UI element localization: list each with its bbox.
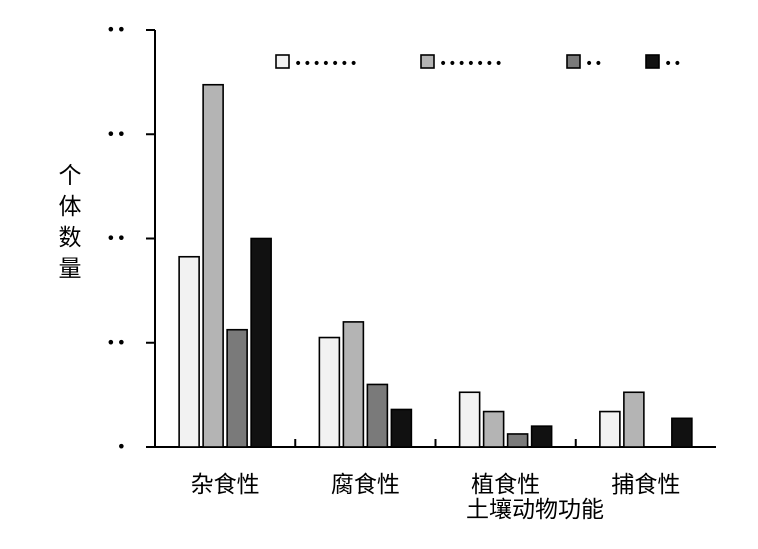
legend-swatch xyxy=(275,54,290,69)
x-tick-label: 腐食性 xyxy=(331,472,400,498)
bar xyxy=(482,410,505,448)
y-axis-label-char: 个 xyxy=(59,163,82,189)
ticks: •••••••••杂食性 腐食性 植食性 捕食性 xyxy=(106,20,680,498)
legend-swatch xyxy=(420,54,435,69)
bar xyxy=(250,237,272,448)
x-tick-label: 捕食性 xyxy=(611,472,680,498)
bar xyxy=(506,433,529,448)
legend-swatch xyxy=(566,54,581,69)
legend: ••••••• ••••••• •• •• xyxy=(275,54,683,72)
y-axis-label-char: 数 xyxy=(59,225,82,251)
bar xyxy=(202,83,224,448)
y-axis-label: 个体数量 xyxy=(59,163,82,282)
y-axis-label-char: 体 xyxy=(59,194,82,220)
bar xyxy=(318,336,341,448)
bar xyxy=(366,383,389,448)
legend-label: ••••••• xyxy=(294,56,359,72)
y-tick-label: •• xyxy=(106,333,127,352)
y-tick-label: • xyxy=(117,437,127,456)
bar xyxy=(458,391,481,448)
y-tick-label: •• xyxy=(106,124,127,143)
legend-label: ••••••• xyxy=(439,56,504,72)
y-axis-label-char: 量 xyxy=(59,256,82,282)
bar xyxy=(390,408,413,448)
bar xyxy=(342,321,365,448)
y-tick-label: •• xyxy=(106,229,127,248)
legend-label: •• xyxy=(664,56,683,72)
bar xyxy=(226,328,248,448)
bar xyxy=(671,417,693,448)
bar xyxy=(530,425,553,448)
y-tick-label: •• xyxy=(106,20,127,39)
x-tick-label: 杂食性 xyxy=(191,472,260,498)
legend-label: •• xyxy=(585,56,604,72)
x-tick-label: 植食性 xyxy=(471,472,540,498)
bar xyxy=(178,255,200,448)
legend-swatch xyxy=(645,54,660,69)
bars xyxy=(178,83,693,448)
bar xyxy=(623,391,645,448)
bar xyxy=(599,410,621,448)
x-axis-label: 土壤动物功能 xyxy=(466,497,604,523)
